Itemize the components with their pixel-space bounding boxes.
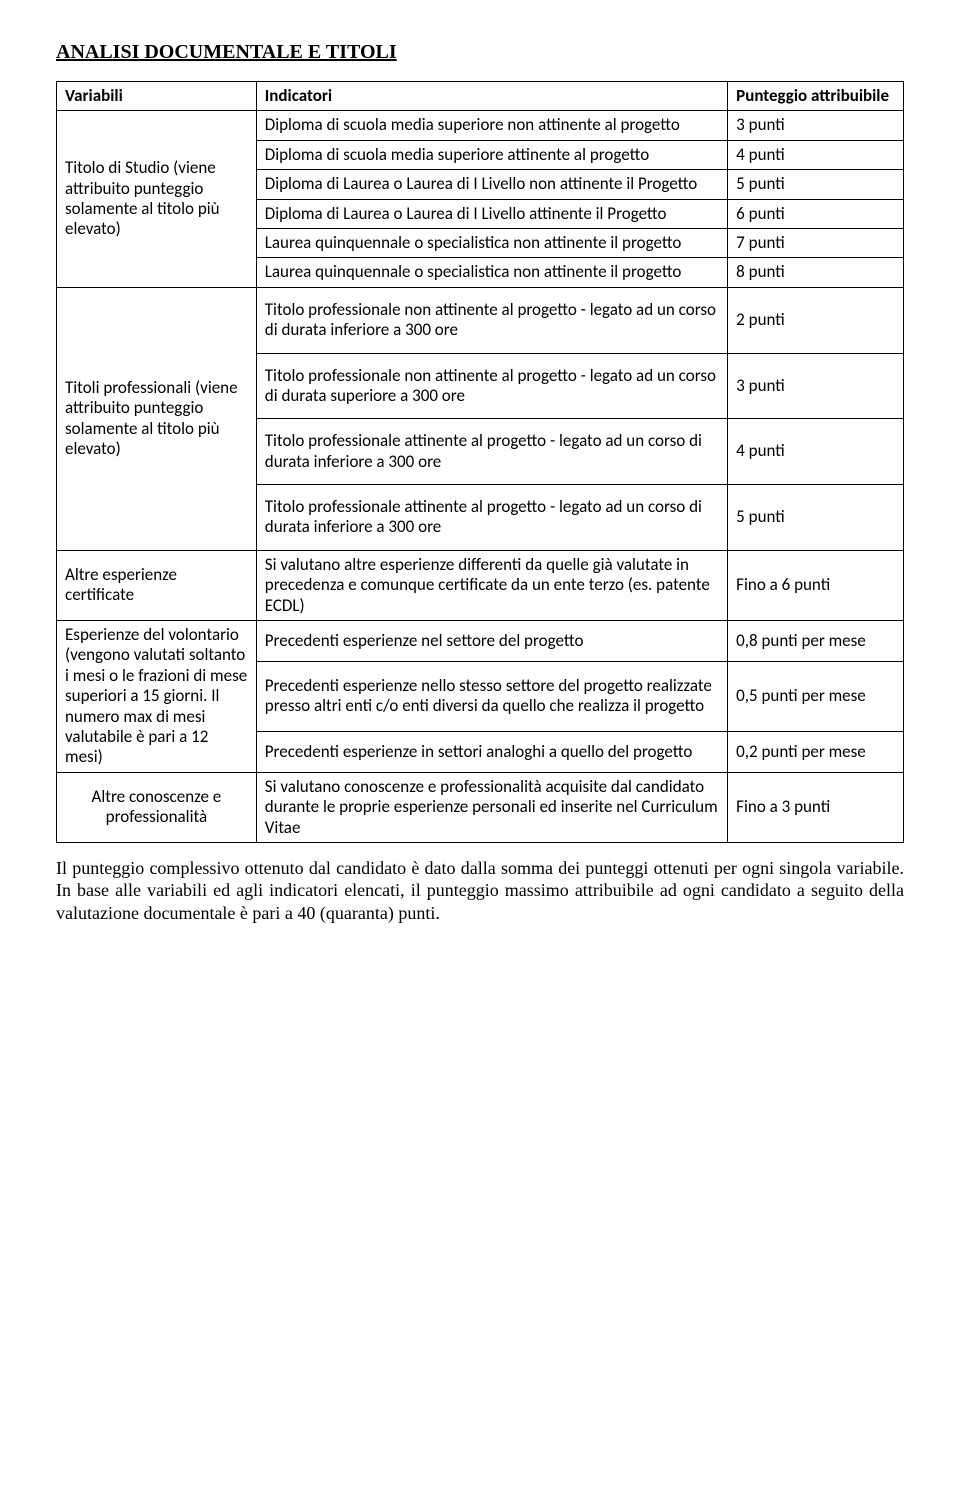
var-titolo-studio: Titolo di Studio (viene attribuito punte… [57, 111, 257, 287]
indicator-cell: Diploma di scuola media superiore non at… [256, 111, 727, 140]
indicator-cell: Si valutano conoscenze e professionalità… [256, 772, 727, 842]
evaluation-table: Variabili Indicatori Punteggio attribuib… [56, 81, 904, 843]
var-altre-esperienze: Altre esperienze certificate [57, 550, 257, 620]
points-cell: 5 punti [728, 170, 904, 199]
var-esperienze-volontario: Esperienze del volontario (vengono valut… [57, 621, 257, 773]
indicator-cell: Diploma di Laurea o Laurea di I Livello … [256, 199, 727, 228]
var-altre-conoscenze: Altre conoscenze e professionalità [57, 772, 257, 842]
points-cell: 0,2 punti per mese [728, 731, 904, 772]
points-cell: 3 punti [728, 353, 904, 419]
indicator-cell: Laurea quinquennale o specialistica non … [256, 258, 727, 287]
indicator-cell: Precedenti esperienze nel settore del pr… [256, 621, 727, 662]
points-cell: 4 punti [728, 419, 904, 485]
indicator-cell: Diploma di scuola media superiore attine… [256, 140, 727, 169]
points-cell: 4 punti [728, 140, 904, 169]
header-punteggio: Punteggio attribuibile [728, 82, 904, 111]
indicator-cell: Titolo professionale non attinente al pr… [256, 287, 727, 353]
indicator-cell: Diploma di Laurea o Laurea di I Livello … [256, 170, 727, 199]
points-cell: 5 punti [728, 485, 904, 551]
points-cell: Fino a 3 punti [728, 772, 904, 842]
points-cell: 2 punti [728, 287, 904, 353]
indicator-cell: Precedenti esperienze nello stesso setto… [256, 662, 727, 732]
points-cell: 7 punti [728, 228, 904, 257]
indicator-cell: Laurea quinquennale o specialistica non … [256, 228, 727, 257]
header-variabili: Variabili [57, 82, 257, 111]
indicator-cell: Titolo professionale attinente al proget… [256, 419, 727, 485]
points-cell: Fino a 6 punti [728, 550, 904, 620]
indicator-cell: Titolo professionale attinente al proget… [256, 485, 727, 551]
points-cell: 6 punti [728, 199, 904, 228]
indicator-cell: Titolo professionale non attinente al pr… [256, 353, 727, 419]
points-cell: 3 punti [728, 111, 904, 140]
indicator-cell: Si valutano altre esperienze differenti … [256, 550, 727, 620]
page-title: ANALISI DOCUMENTALE E TITOLI [56, 40, 904, 65]
indicator-cell: Precedenti esperienze in settori analogh… [256, 731, 727, 772]
footer-paragraph: Il punteggio complessivo ottenuto dal ca… [56, 857, 904, 925]
var-titoli-professionali: Titoli professionali (viene attribuito p… [57, 287, 257, 550]
points-cell: 0,8 punti per mese [728, 621, 904, 662]
header-indicatori: Indicatori [256, 82, 727, 111]
points-cell: 0,5 punti per mese [728, 662, 904, 732]
points-cell: 8 punti [728, 258, 904, 287]
